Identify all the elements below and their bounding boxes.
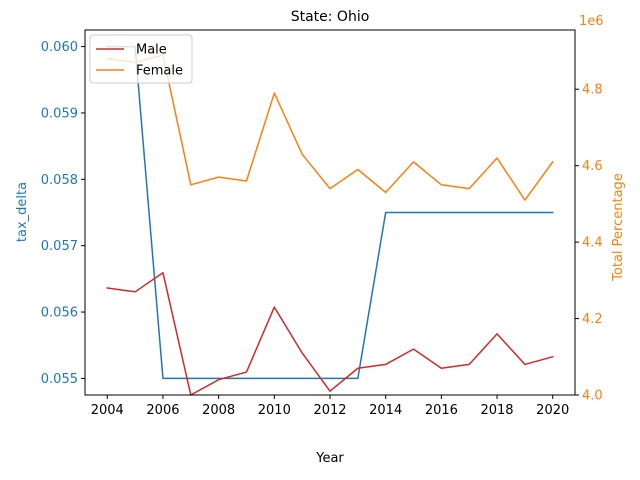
x-tick-label: 2014 (369, 403, 402, 418)
x-tick-label: 2004 (91, 403, 124, 418)
legend-label-female: Female (136, 64, 183, 79)
x-tick-label: 2008 (202, 403, 235, 418)
right-tick-label: 4.0 (582, 389, 603, 404)
right-axis-title: Total Percentage (611, 173, 626, 282)
left-tick-label: 0.059 (41, 106, 78, 121)
right-tick-label: 4.2 (582, 312, 603, 327)
x-tick-label: 2012 (313, 403, 346, 418)
x-tick-label: 2006 (146, 403, 179, 418)
left-tick-label: 0.056 (41, 306, 78, 321)
right-tick-label: 4.4 (582, 236, 603, 251)
x-tick-label: 2016 (425, 403, 458, 418)
left-axis-ticks: 0.055 0.056 0.057 0.058 0.059 0.060 (41, 40, 85, 387)
x-tick-label: 2010 (258, 403, 291, 418)
right-tick-label: 4.6 (582, 159, 603, 174)
legend-items: Male Female (96, 43, 183, 79)
left-tick-label: 0.058 (41, 173, 78, 188)
series-line-tax-delta (106, 45, 554, 380)
left-axis-title: tax_delta (15, 182, 30, 242)
x-tick-label: 2018 (480, 403, 513, 418)
right-axis-offset-label: 1e6 (579, 14, 604, 29)
chart-title: State: Ohio (291, 9, 370, 25)
left-tick-label: 0.060 (41, 40, 78, 55)
series-line-male (106, 271, 554, 396)
left-tick-label: 0.055 (41, 372, 78, 387)
x-axis-ticks: 2004 2006 2008 2010 2012 2014 2016 2018 2020 (91, 395, 569, 418)
legend-label-male: Male (136, 43, 167, 58)
x-axis-title: Year (315, 451, 344, 466)
x-tick-label: 2020 (536, 403, 569, 418)
series-line-female (106, 54, 554, 201)
left-tick-label: 0.057 (41, 239, 78, 254)
right-tick-label: 4.8 (582, 83, 603, 98)
plot-lines (106, 45, 554, 396)
right-axis-ticks: 4.0 4.2 4.4 4.6 4.8 (575, 83, 603, 404)
legend-box (89, 34, 193, 84)
legend: Male Female (89, 34, 193, 84)
